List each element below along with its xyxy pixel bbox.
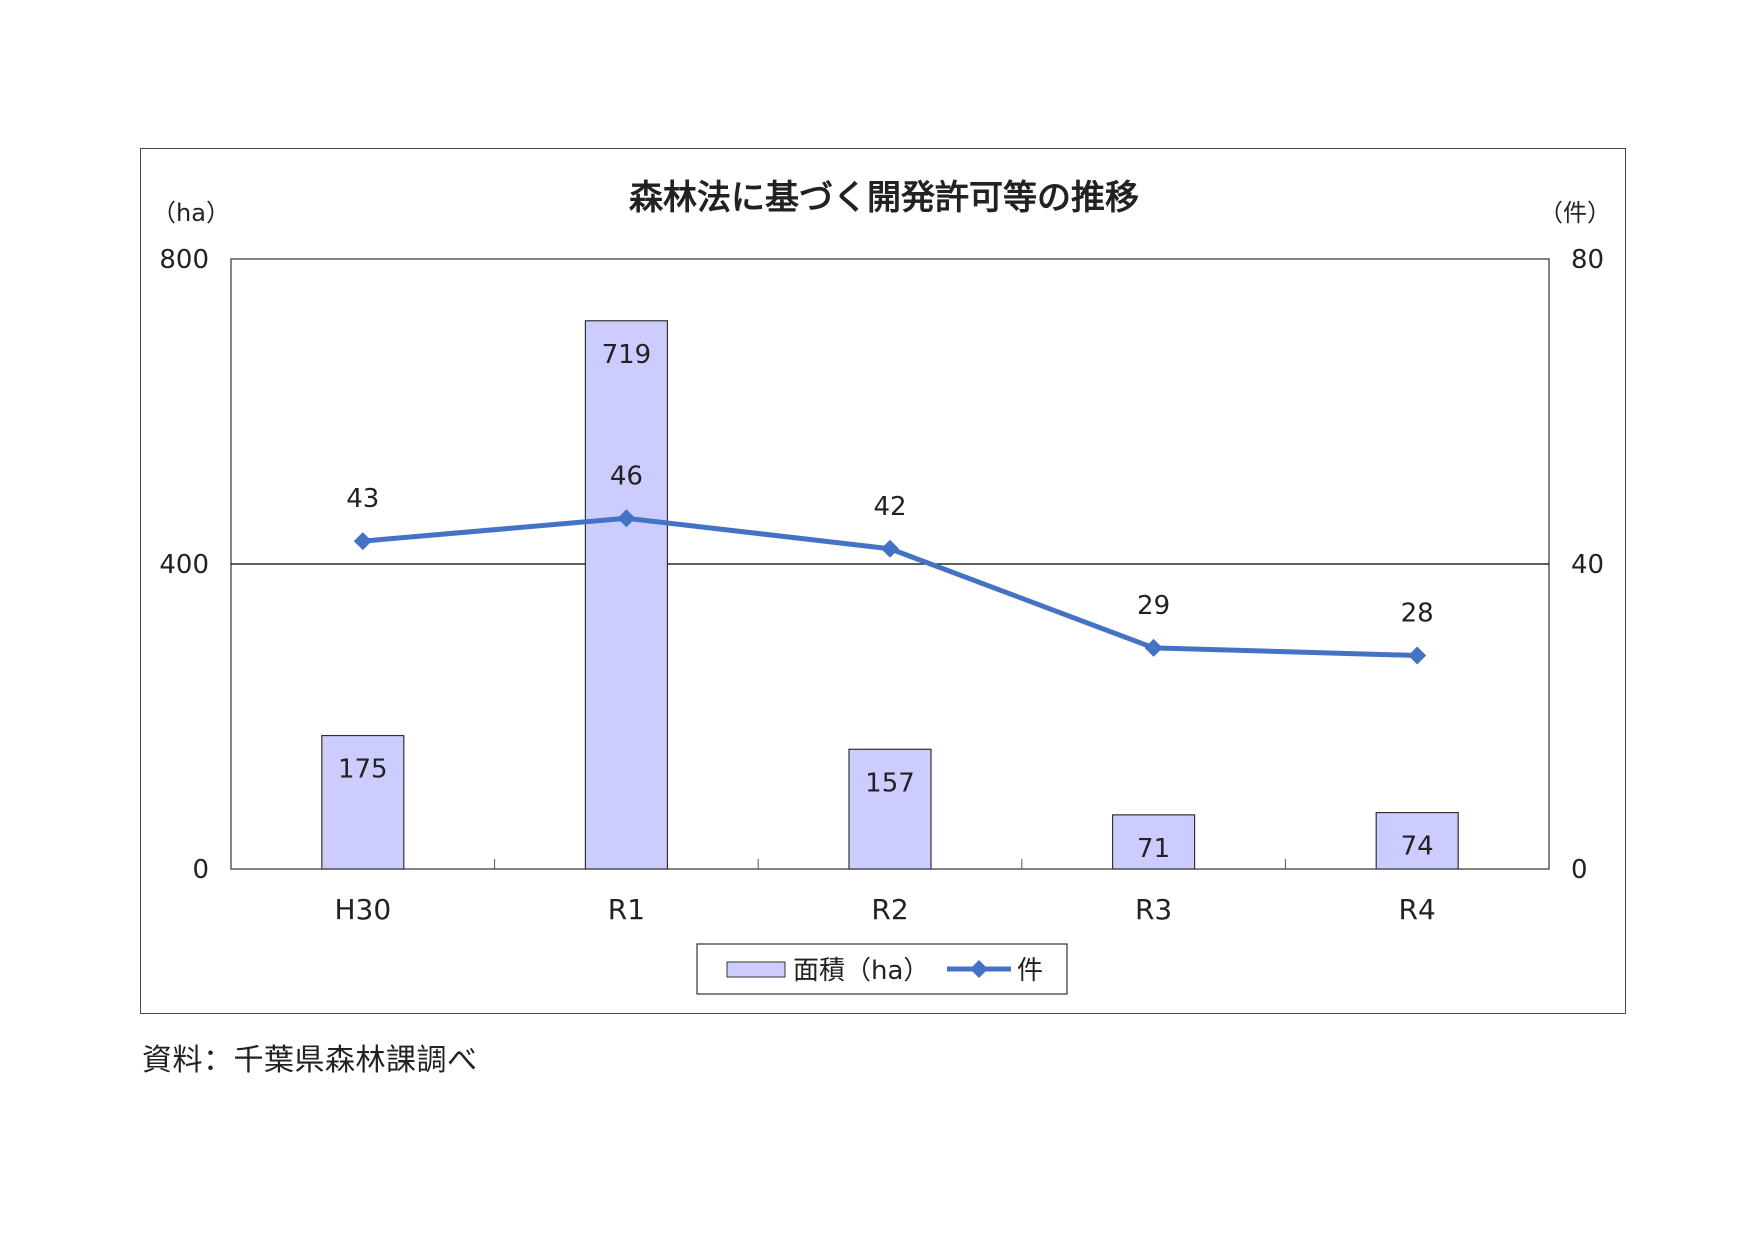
line-point xyxy=(353,532,372,551)
x-tick-label: R2 xyxy=(871,893,908,926)
bar xyxy=(848,748,932,870)
line-point xyxy=(1144,638,1163,657)
bar-data-label: 719 xyxy=(602,340,652,370)
chart-svg: 森林法に基づく開発許可等の推移 （ha） （件） 0 400 800 0 40 80 H30 R1 R… xyxy=(152,178,1611,995)
x-tick-label: R4 xyxy=(1399,893,1436,926)
right-tick-label: 80 xyxy=(1571,245,1604,275)
line-point xyxy=(881,539,899,558)
bar-data-label: 74 xyxy=(1401,832,1434,862)
legend-line-marker xyxy=(970,960,988,978)
source-note: 資料：千葉県森林課調べ xyxy=(142,1043,478,1078)
bar xyxy=(1375,811,1459,870)
line-point xyxy=(1408,646,1427,665)
x-tick-label: R1 xyxy=(608,893,645,926)
line-data-label: 46 xyxy=(610,461,643,491)
bar xyxy=(584,320,668,870)
bar-data-label: 175 xyxy=(338,755,388,785)
chart-frame: 森林法に基づく開発許可等の推移 （ha） （件） 0 400 800 0 40 80 H30 R1 R… xyxy=(140,148,1626,1014)
line-point xyxy=(617,509,636,528)
legend-bar-label: 面積（ha） xyxy=(793,956,929,986)
legend-line-label: 件 xyxy=(1017,956,1043,986)
right-tick-label: 0 xyxy=(1571,855,1588,885)
line-data-label: 29 xyxy=(1137,591,1170,621)
x-tick-label: H30 xyxy=(334,893,391,926)
left-axis-unit-label: （ha） xyxy=(152,199,230,227)
chart-title: 森林法に基づく開発許可等の推移 xyxy=(629,178,1139,218)
line-series xyxy=(362,515,1418,658)
line-data-label: 42 xyxy=(873,492,906,522)
bar xyxy=(321,734,405,870)
bar xyxy=(1111,814,1196,870)
left-tick-label: 400 xyxy=(159,550,209,580)
left-tick-label: 0 xyxy=(192,855,209,885)
line-data-label: 28 xyxy=(1401,599,1434,629)
x-tick-label: R3 xyxy=(1135,893,1172,926)
bar-data-label: 71 xyxy=(1137,834,1170,864)
legend-bar-swatch xyxy=(726,961,786,978)
left-tick-label: 800 xyxy=(159,245,209,275)
line-data-label: 43 xyxy=(346,484,379,514)
right-axis-unit-label: （件） xyxy=(1539,199,1611,227)
right-tick-label: 40 xyxy=(1571,550,1604,580)
bar-data-label: 157 xyxy=(865,768,915,798)
